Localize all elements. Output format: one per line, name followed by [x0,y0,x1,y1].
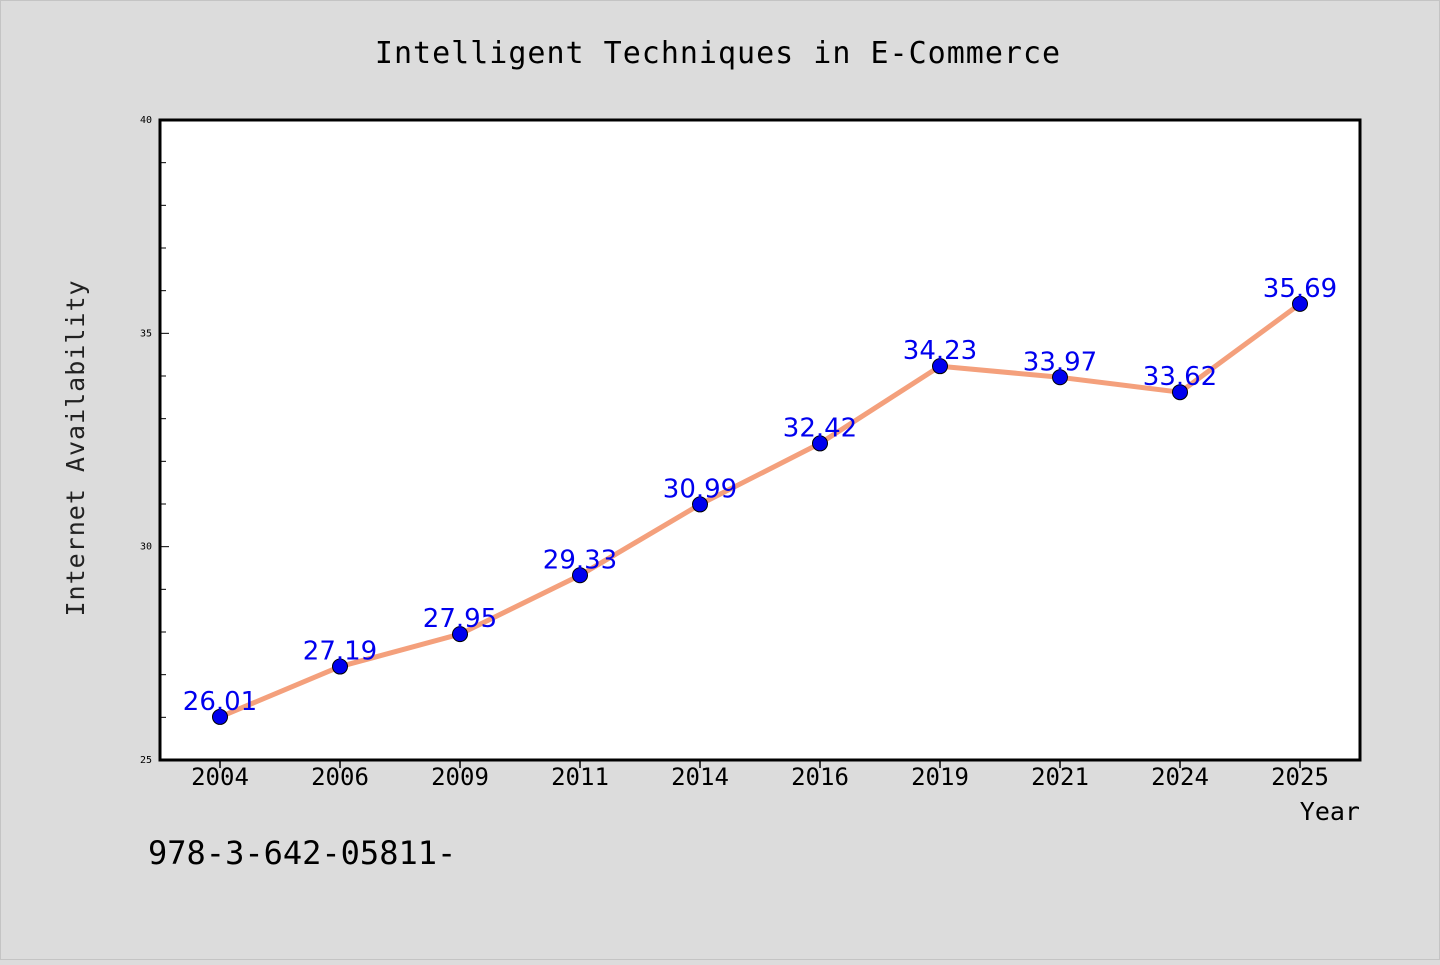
x-tick-label: 2011 [551,763,609,791]
series-line [217,301,1303,720]
series-markers [212,295,1308,725]
y-axis-label: Internet Availability [61,279,90,616]
y-tick-label: 40 [140,115,152,126]
data-point [812,435,828,452]
data-label: 32.42 [783,413,857,443]
data-label: 35.69 [1263,274,1337,304]
y-tick-label: 35 [140,328,152,339]
x-tick-label: 2004 [191,763,249,791]
x-tick-label: 2006 [311,763,369,791]
data-labels: 26.01 27.19 27.95 29.33 30.99 32.42 34.23 33.97… [183,274,1337,717]
data-point [692,496,708,513]
x-tick-label: 2024 [1151,763,1209,791]
y-tick-label: 25 [140,755,152,766]
footer-text: 978-3-642-05811- [148,834,456,872]
plot-area [160,120,1360,760]
x-tick-label: 2019 [911,763,969,791]
data-point [1052,369,1068,386]
data-label: 34.23 [903,336,977,366]
data-point [1292,295,1308,312]
chart-title: Intelligent Techniques in E-Commerce [375,36,1061,71]
data-label: 27.19 [303,637,377,667]
x-tick-label: 2025 [1271,763,1329,791]
data-point [932,358,948,375]
x-tick-label: 2021 [1031,763,1089,791]
data-point [452,626,468,643]
data-label: 30.99 [663,474,737,504]
x-tick-label: 2014 [671,763,729,791]
y-tick-label: 30 [140,542,152,553]
data-point [212,708,228,725]
x-tick-label: 2016 [791,763,849,791]
plot-frame [158,118,1362,762]
data-label: 27.95 [423,604,497,634]
x-axis-label: Year [1300,797,1360,826]
data-point [332,658,348,675]
axis-ticks: 25 30 35 40 2004 2006 2009 2011 2014 2016 2019 2021… [140,115,1329,791]
data-label: 29.33 [543,545,617,575]
data-label: 26.01 [183,687,257,717]
data-label: 33.62 [1143,362,1217,392]
x-tick-label: 2009 [431,763,489,791]
data-point [1172,384,1188,401]
data-label: 33.97 [1023,347,1097,377]
data-point [572,567,588,584]
